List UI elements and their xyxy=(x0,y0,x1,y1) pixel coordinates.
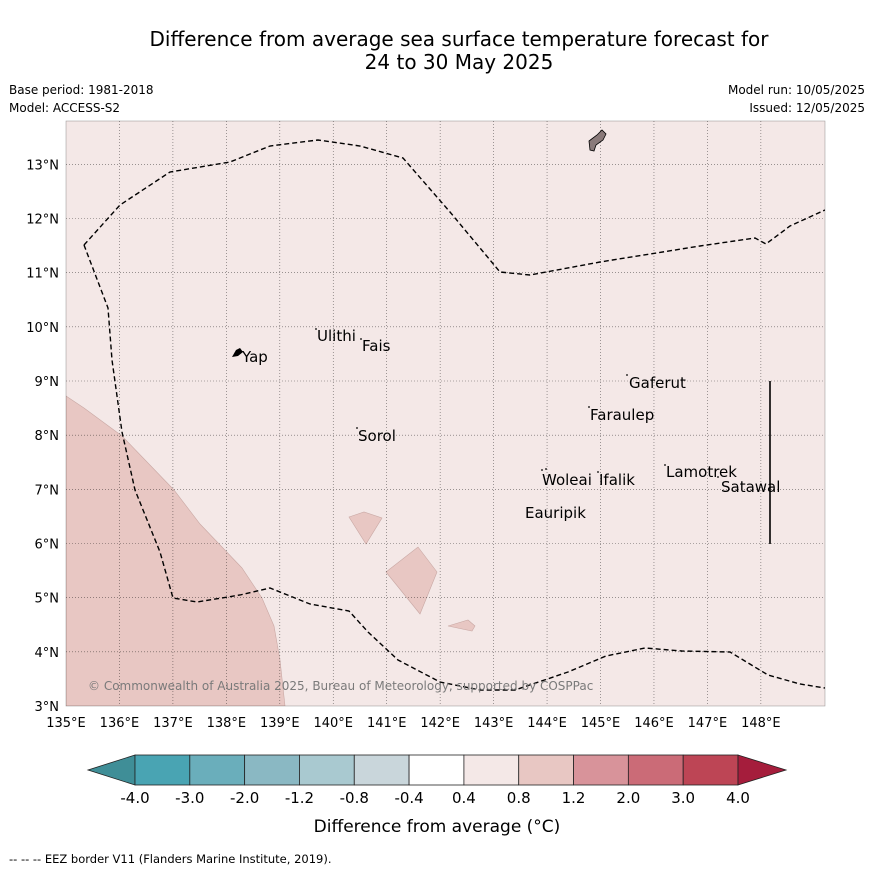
label-fais: Fais xyxy=(362,337,391,355)
colorbar-tick-label: 0.4 xyxy=(452,789,476,807)
y-tick-label: 13°N xyxy=(26,158,59,173)
colorbar-ticks: -4.0 -3.0 -2.0 -1.2 -0.8 -0.4 0.4 0.8 1.2 2.0 3.0 4… xyxy=(120,789,750,807)
colorbar-tick-label: -0.4 xyxy=(394,789,423,807)
colorbar-segment xyxy=(518,754,574,786)
x-tick-label: 136°E xyxy=(100,716,140,731)
y-tick-label: 11°N xyxy=(26,267,59,282)
x-tick-label: 135°E xyxy=(46,716,86,731)
colorbar-tick-label: 1.2 xyxy=(562,789,586,807)
x-tick-label: 142°E xyxy=(420,716,460,731)
colorbar-segment xyxy=(299,754,355,786)
label-yap: Yap xyxy=(241,348,268,366)
colorbar-tick-label: -4.0 xyxy=(120,789,149,807)
x-tick-label: 140°E xyxy=(313,716,353,731)
label-faraulep: Faraulep xyxy=(590,406,654,424)
colorbar-label: Difference from average (°C) xyxy=(314,817,561,837)
page-title: Difference from average sea surface temp… xyxy=(0,28,873,74)
atoll-satawal xyxy=(717,476,719,478)
base-period-text: Base period: 1981-2018 xyxy=(9,83,154,97)
y-tick-label: 4°N xyxy=(35,646,60,661)
atoll-faraulep xyxy=(588,406,590,408)
x-tick-label: 144°E xyxy=(527,716,567,731)
x-tick-label: 143°E xyxy=(474,716,514,731)
label-ulithi: Ulithi xyxy=(317,327,356,345)
y-tick-label: 9°N xyxy=(35,375,60,390)
title-line-1: Difference from average sea surface temp… xyxy=(149,27,769,51)
yap-island xyxy=(232,348,243,357)
issued-text: Issued: 12/05/2025 xyxy=(749,101,865,115)
colorbar-extend-low xyxy=(86,754,136,786)
colorbar-segment xyxy=(627,754,684,786)
colorbar-segment xyxy=(244,754,300,786)
y-axis-ticks: 3°N 4°N 5°N 6°N 7°N 8°N 9°N 10°N 11°N 12°N 13°N xyxy=(26,158,59,715)
x-tick-label: 147°E xyxy=(688,716,728,731)
colorbar-tick-label: -2.0 xyxy=(230,789,259,807)
label-gaferut: Gaferut xyxy=(629,374,686,392)
meta-right: Model run: 10/05/2025 Issued: 12/05/2025 xyxy=(728,81,865,117)
label-lamotrek: Lamotrek xyxy=(666,463,737,481)
colorbar-segment xyxy=(134,754,191,786)
colorbar-tick-label: -1.2 xyxy=(285,789,314,807)
colorbar-segment xyxy=(408,754,465,786)
x-tick-label: 145°E xyxy=(581,716,621,731)
anomaly-region-small-3 xyxy=(447,619,476,632)
atoll-woleai-2 xyxy=(545,468,547,470)
colorbar-tick-label: 2.0 xyxy=(616,789,640,807)
x-tick-label: 141°E xyxy=(367,716,407,731)
copyright-text: © Commonwealth of Australia 2025, Bureau… xyxy=(88,679,593,693)
colorbar-segment xyxy=(353,754,410,786)
colorbar-segment xyxy=(573,754,629,786)
colorbar-tick-label: -3.0 xyxy=(175,789,204,807)
map-frame xyxy=(65,120,826,707)
atoll-lamotrek xyxy=(664,464,666,466)
colorbar-tick-label: 0.8 xyxy=(507,789,531,807)
eez-border-north xyxy=(83,139,825,276)
colorbar-segment xyxy=(682,754,739,786)
label-woleai: Woleai xyxy=(542,471,592,489)
atoll-fais xyxy=(360,338,362,340)
x-axis-ticks: 135°E 136°E 137°E 138°E 139°E 140°E 141°E 142°E… xyxy=(46,716,780,731)
atoll-gaferut xyxy=(626,374,628,376)
colorbar-segment xyxy=(189,754,246,786)
atoll-ulithi xyxy=(315,328,317,330)
label-sorol: Sorol xyxy=(358,427,396,445)
gridlines xyxy=(66,121,825,706)
colorbar-tick-label: 3.0 xyxy=(671,789,695,807)
label-satawal: Satawal xyxy=(721,478,780,496)
y-tick-label: 10°N xyxy=(26,321,59,336)
x-tick-label: 148°E xyxy=(741,716,781,731)
atoll-ifalik xyxy=(597,471,599,473)
colorbar-extend-high xyxy=(737,754,788,786)
label-eauripik: Eauripik xyxy=(525,504,586,522)
anomaly-region-small-1 xyxy=(348,511,383,545)
atoll-dots xyxy=(315,328,719,478)
colorbar-tick-label: -0.8 xyxy=(340,789,369,807)
guam-island xyxy=(588,129,607,152)
y-tick-label: 7°N xyxy=(35,483,60,498)
y-tick-label: 6°N xyxy=(35,538,60,553)
colorbar-tick-label: 4.0 xyxy=(726,789,750,807)
x-tick-label: 137°E xyxy=(153,716,193,731)
model-run-text: Model run: 10/05/2025 xyxy=(727,83,865,97)
y-tick-label: 5°N xyxy=(35,592,60,607)
colorbar-segment xyxy=(463,754,520,786)
y-tick-label: 8°N xyxy=(35,429,60,444)
anomaly-region-small-2 xyxy=(385,546,438,615)
x-tick-label: 138°E xyxy=(207,716,247,731)
x-tick-label: 139°E xyxy=(260,716,300,731)
footer-note: -- -- -- EEZ border V11 (Flanders Marine… xyxy=(9,852,332,866)
anomaly-region-southwest xyxy=(66,395,286,706)
y-tick-label: 3°N xyxy=(35,700,60,715)
colorbar xyxy=(86,754,788,786)
y-tick-label: 12°N xyxy=(26,213,59,228)
meta-left: Base period: 1981-2018 Model: ACCESS-S2 xyxy=(9,81,154,117)
eez-border-west xyxy=(83,244,825,691)
title-line-2: 24 to 30 May 2025 xyxy=(364,50,554,74)
x-tick-label: 146°E xyxy=(634,716,674,731)
atoll-sorol xyxy=(356,427,358,429)
model-text: Model: ACCESS-S2 xyxy=(9,101,121,115)
atoll-woleai-1 xyxy=(541,469,543,471)
label-ifalik: Ifalik xyxy=(599,471,635,489)
